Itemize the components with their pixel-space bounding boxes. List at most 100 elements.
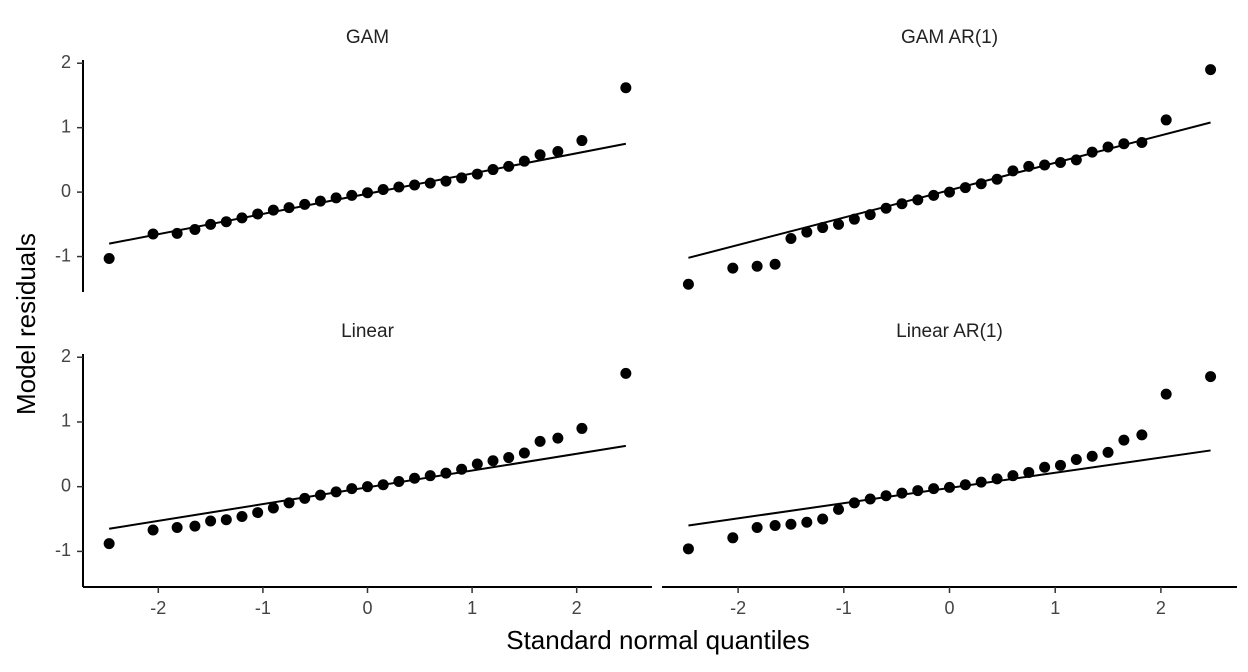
- y-tick-label: -1: [55, 540, 71, 560]
- point: [991, 173, 1003, 185]
- point: [283, 497, 295, 509]
- point: [314, 195, 326, 207]
- point: [205, 218, 217, 230]
- y-tick-label: 1: [61, 116, 71, 136]
- point: [330, 192, 342, 204]
- point: [1136, 429, 1148, 441]
- point: [896, 487, 908, 499]
- point: [1039, 461, 1051, 473]
- point: [1205, 371, 1217, 383]
- point: [440, 175, 452, 187]
- point: [682, 543, 694, 555]
- x-tick-label: 1: [467, 598, 477, 618]
- point: [205, 515, 217, 527]
- x-tick-label: 0: [362, 598, 372, 618]
- point: [1160, 114, 1172, 126]
- point: [751, 260, 763, 272]
- point: [534, 149, 546, 161]
- panel-title: Linear AR(1): [896, 321, 1003, 342]
- x-tick-label: 0: [944, 598, 954, 618]
- point: [346, 483, 358, 495]
- point: [785, 518, 797, 530]
- point: [518, 155, 530, 167]
- point: [518, 447, 530, 459]
- y-tick-label: 2: [61, 346, 71, 366]
- point: [503, 160, 515, 172]
- point: [1118, 138, 1130, 150]
- point: [103, 252, 115, 264]
- y-tick-label: -1: [55, 245, 71, 265]
- point: [912, 485, 924, 497]
- point: [991, 473, 1003, 485]
- point: [1160, 388, 1172, 400]
- point: [267, 502, 279, 514]
- point: [944, 186, 955, 198]
- point: [620, 367, 632, 379]
- point: [409, 472, 421, 484]
- x-tick-label: 2: [572, 598, 582, 618]
- y-tick-label: 0: [61, 181, 71, 201]
- point: [189, 223, 201, 235]
- point: [769, 520, 781, 532]
- point: [727, 532, 739, 544]
- point: [833, 218, 845, 230]
- point: [1054, 459, 1066, 471]
- point: [1102, 141, 1114, 153]
- point: [1039, 159, 1051, 171]
- point: [1136, 136, 1148, 148]
- point: [552, 146, 564, 158]
- point: [1007, 470, 1019, 482]
- x-tick-label: -2: [730, 598, 746, 618]
- x-axis-title: Standard normal quantiles: [506, 625, 810, 655]
- point: [487, 164, 499, 176]
- point: [171, 521, 183, 533]
- point: [299, 492, 311, 504]
- x-tick-label: 1: [1050, 598, 1060, 618]
- point: [848, 213, 860, 225]
- point: [330, 486, 342, 498]
- point: [801, 226, 813, 238]
- point: [727, 262, 739, 274]
- point: [503, 452, 515, 464]
- point: [252, 507, 264, 519]
- point: [682, 278, 694, 290]
- panel-title: GAM: [346, 27, 389, 48]
- point: [1054, 156, 1066, 168]
- point: [220, 216, 232, 228]
- point: [833, 503, 845, 515]
- point: [785, 233, 797, 245]
- point: [377, 184, 389, 196]
- point: [912, 194, 924, 206]
- x-tick-label: -2: [150, 598, 166, 618]
- point: [1086, 450, 1098, 462]
- point: [471, 168, 483, 180]
- point: [456, 172, 468, 184]
- point: [456, 463, 468, 475]
- point: [362, 481, 373, 493]
- point: [944, 481, 955, 493]
- point: [299, 198, 311, 210]
- point: [620, 82, 632, 94]
- x-tick-label: -1: [836, 598, 852, 618]
- x-tick-label: -1: [255, 598, 271, 618]
- point: [236, 510, 248, 522]
- point: [880, 490, 892, 502]
- point: [236, 212, 248, 224]
- point: [424, 470, 436, 482]
- point: [975, 178, 987, 190]
- point: [1205, 64, 1217, 76]
- point: [252, 208, 264, 220]
- point: [314, 489, 326, 501]
- point: [576, 422, 588, 434]
- point: [817, 513, 829, 525]
- point: [267, 204, 279, 216]
- point: [1023, 160, 1035, 172]
- point: [576, 135, 588, 147]
- point: [801, 516, 813, 528]
- point: [471, 458, 483, 470]
- point: [1023, 466, 1035, 478]
- point: [751, 521, 763, 533]
- y-tick-label: 2: [61, 52, 71, 72]
- y-tick-label: 0: [61, 475, 71, 495]
